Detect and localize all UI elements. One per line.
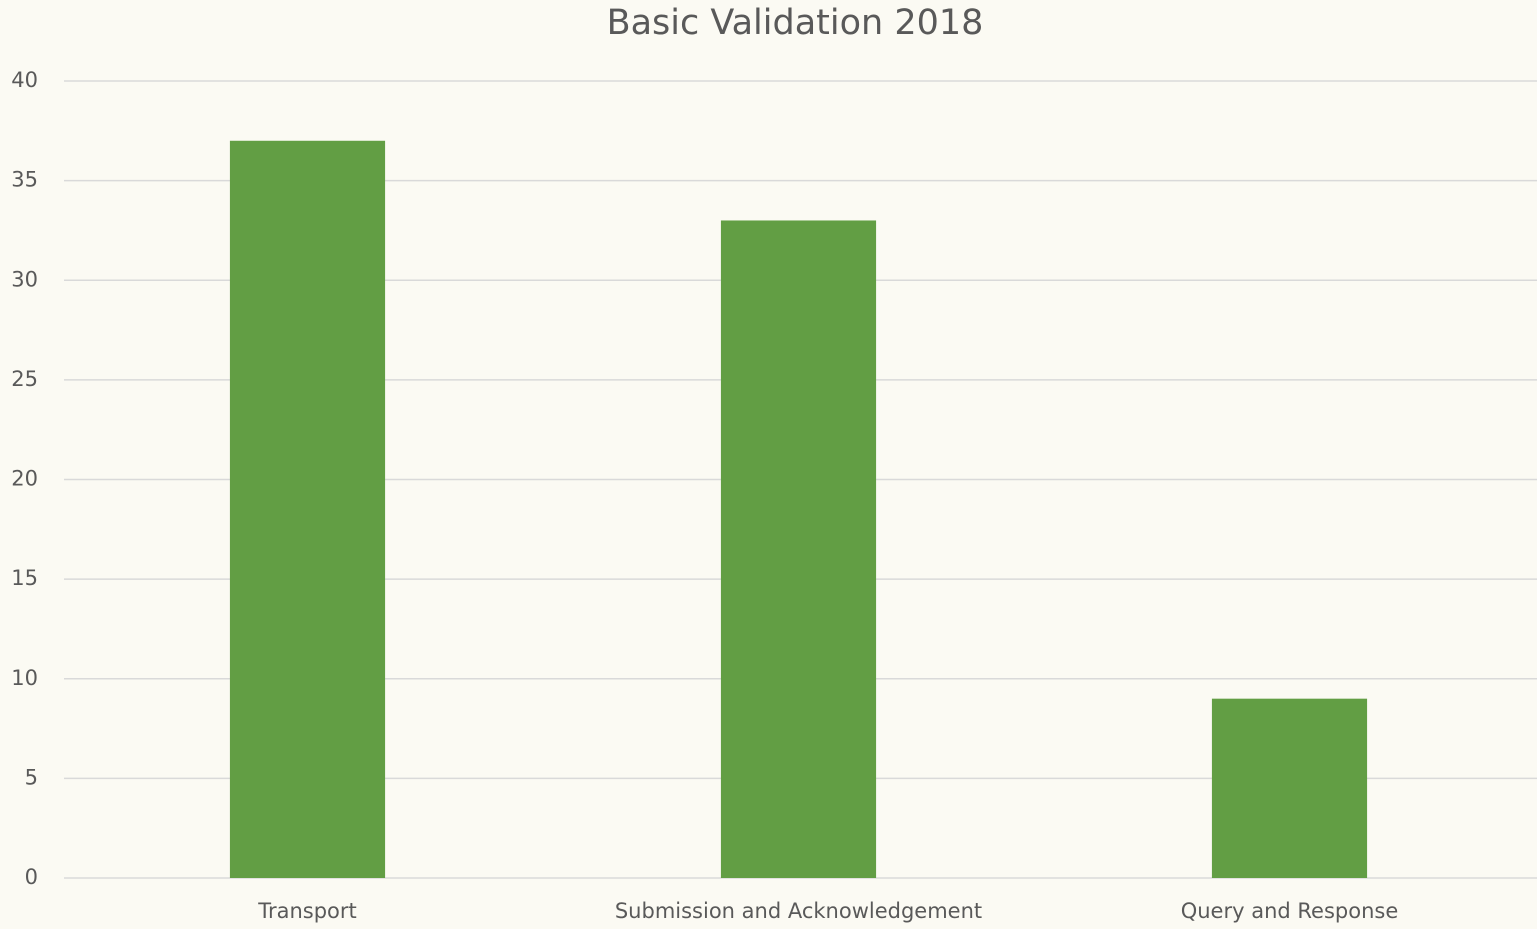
bar <box>720 220 877 879</box>
x-tick-label: Submission and Acknowledgement <box>615 899 982 923</box>
y-tick-label: 20 <box>11 467 38 491</box>
y-tick-label: 30 <box>11 267 38 291</box>
y-tick-label: 15 <box>11 566 38 590</box>
x-tick-label: Transport <box>257 899 357 923</box>
bar <box>1211 698 1368 878</box>
y-tick-label: 5 <box>25 765 38 789</box>
y-tick-label: 10 <box>11 666 38 690</box>
y-tick-label: 0 <box>25 865 38 889</box>
bar <box>229 140 386 878</box>
y-tick-label: 40 <box>11 68 38 92</box>
chart-title: Basic Validation 2018 <box>607 3 984 43</box>
y-tick-label: 35 <box>11 168 38 192</box>
y-tick-label: 25 <box>11 367 38 391</box>
x-tick-label: Query and Response <box>1181 899 1399 923</box>
